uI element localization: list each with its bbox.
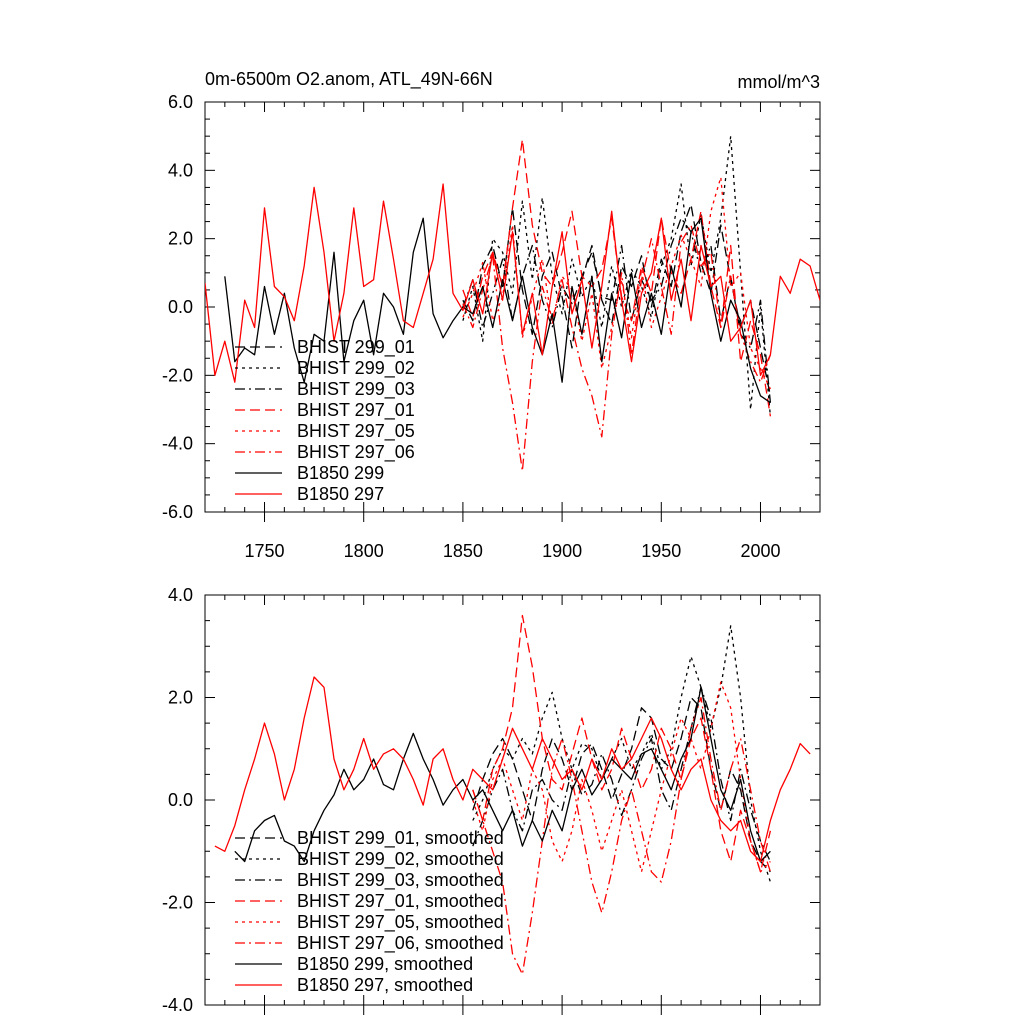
y-tick-label: -4.0 (162, 995, 193, 1015)
series-line-bhist-299-03-smoothed (472, 686, 771, 862)
legend-label: B1850 299 (297, 463, 384, 483)
panel-top: 0m-6500m O2.anom, ATL_49N-66N mmol/m^3 -… (162, 69, 821, 561)
legend-label: BHIST 299_03 (297, 379, 415, 400)
x-tick-label: 1900 (542, 541, 582, 561)
x-tick-label: 2000 (740, 541, 780, 561)
series-line-bhist-297-06 (462, 224, 772, 472)
series-line-b1850-299 (224, 217, 771, 404)
y-tick-label: 2.0 (168, 229, 193, 249)
legend-label: BHIST 299_01, smoothed (297, 828, 504, 849)
series-line-b1850-299-smoothed (234, 686, 771, 863)
legend-label: BHIST 297_05 (297, 421, 415, 442)
legend-label: BHIST 299_01 (297, 337, 415, 358)
legend-label: BHIST 299_03, smoothed (297, 870, 504, 891)
legend-label: B1850 299, smoothed (297, 954, 473, 974)
legend-label: BHIST 297_05, smoothed (297, 912, 504, 933)
series-line-b1850-297 (205, 183, 820, 383)
y-tick-label: 6.0 (168, 92, 193, 112)
series-line-bhist-297-01 (462, 138, 772, 417)
series-line-bhist-299-02-smoothed (472, 625, 772, 883)
series-line-bhist-297-06-smoothed (472, 696, 772, 975)
x-tick-label: 1950 (641, 541, 681, 561)
series-line-bhist-297-05 (462, 176, 771, 390)
series-line-bhist-299-01-smoothed (472, 696, 771, 873)
series-line-bhist-299-02 (462, 135, 772, 417)
series-line-bhist-297-05-smoothed (472, 681, 771, 873)
y-tick-label: -2.0 (162, 365, 193, 385)
y-tick-label: -4.0 (162, 434, 193, 454)
y-tick-label: 4.0 (168, 585, 193, 605)
legend-label: BHIST 297_01 (297, 400, 415, 421)
legend-label: BHIST 297_06, smoothed (297, 933, 504, 954)
legend-label: BHIST 299_02 (297, 358, 415, 379)
legend-label: BHIST 299_02, smoothed (297, 849, 504, 870)
y-tick-label: 0.0 (168, 297, 193, 317)
legend-label: BHIST 297_01, smoothed (297, 891, 504, 912)
y-tick-label: 2.0 (168, 688, 193, 708)
series-line-b1850-297-smoothed (214, 676, 811, 863)
series-line-bhist-297-01-smoothed (472, 614, 772, 873)
y-tick-label: 0.0 (168, 790, 193, 810)
x-tick-label: 1800 (344, 541, 384, 561)
y-tick-label: -2.0 (162, 893, 193, 913)
chart-title: 0m-6500m O2.anom, ATL_49N-66N (205, 69, 493, 90)
legend-label: B1850 297 (297, 484, 384, 504)
y-tick-label: -6.0 (162, 502, 193, 522)
y-tick-label: 4.0 (168, 160, 193, 180)
legend-label: B1850 297, smoothed (297, 975, 473, 995)
series-line-bhist-299-03 (462, 217, 772, 403)
units-label: mmol/m^3 (738, 72, 820, 92)
legend-label: BHIST 297_06 (297, 442, 415, 463)
x-tick-label: 1850 (443, 541, 483, 561)
x-tick-label: 1750 (244, 541, 284, 561)
